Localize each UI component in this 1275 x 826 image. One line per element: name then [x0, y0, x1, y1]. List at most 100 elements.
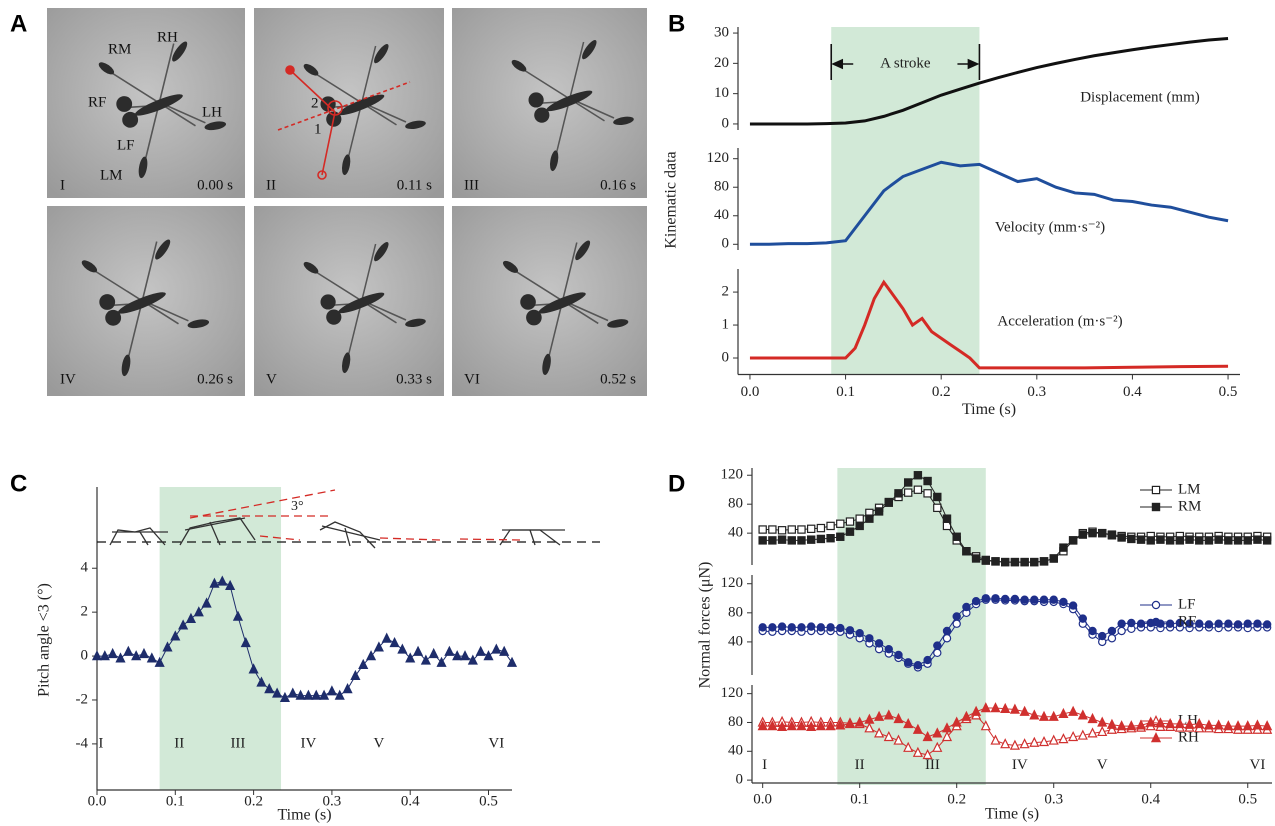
x-axis-label: Time (s) — [277, 807, 331, 824]
pitch-sketches: 3° — [97, 489, 600, 549]
marker — [894, 650, 903, 660]
marker — [1185, 619, 1194, 628]
x-axis-label: Time (s) — [985, 806, 1039, 823]
panel-letter: A — [10, 10, 27, 37]
marker — [1127, 534, 1136, 544]
marker — [373, 641, 384, 652]
marker — [874, 727, 885, 738]
marker — [893, 712, 904, 724]
marker — [1020, 557, 1029, 567]
marker — [483, 650, 494, 661]
marker — [893, 734, 904, 745]
marker — [1203, 719, 1215, 730]
marker — [942, 634, 952, 643]
marker — [1059, 597, 1068, 607]
phase-numeral: V — [1097, 757, 1108, 773]
marker — [1214, 619, 1223, 628]
marker — [1194, 717, 1205, 729]
marker — [1001, 557, 1010, 567]
marker — [1243, 536, 1252, 545]
marker — [295, 689, 306, 700]
data-line — [749, 37, 1229, 126]
marker — [1195, 536, 1204, 545]
marker — [99, 650, 110, 661]
leg-label: RH — [157, 29, 178, 45]
x-tick-label: 0.4 — [401, 793, 420, 809]
angle-label: 1 — [314, 121, 322, 137]
y-tick-label: 0 — [81, 648, 89, 664]
marker — [768, 525, 777, 534]
marker — [836, 532, 845, 541]
marker — [933, 492, 942, 502]
photo-label: III — [464, 177, 479, 193]
marker — [787, 525, 796, 534]
marker — [1068, 730, 1079, 742]
marker — [1010, 557, 1020, 567]
marker — [452, 650, 463, 661]
marker — [279, 691, 290, 702]
y-tick-label: 1 — [722, 316, 730, 332]
x-tick-label: 0.0 — [88, 793, 107, 809]
marker — [903, 658, 913, 667]
marker — [971, 554, 981, 563]
marker — [232, 610, 244, 621]
y-axis-label: Pitch angle <3 (°) — [36, 583, 53, 697]
marker — [1030, 595, 1039, 604]
marker — [1107, 531, 1117, 540]
marker — [758, 623, 767, 632]
marker — [758, 536, 767, 545]
y-tick-label: 80 — [714, 179, 729, 195]
photo-time: 0.00 s — [197, 177, 233, 193]
y-tick-label: 20 — [714, 55, 729, 71]
legend-label: RF — [1178, 613, 1196, 629]
marker — [903, 488, 913, 497]
marker — [1204, 620, 1214, 629]
x-tick-label: 0.3 — [1027, 384, 1046, 400]
marker — [1009, 739, 1020, 750]
photo-label: IV — [60, 371, 76, 387]
marker — [1077, 729, 1088, 740]
marker — [1000, 702, 1011, 713]
leg-label: LM — [100, 167, 123, 183]
marker — [1155, 717, 1166, 728]
marker — [961, 710, 972, 721]
marker — [138, 647, 150, 659]
series-label: Acceleration (m·s⁻²) — [997, 313, 1122, 329]
marker — [942, 626, 952, 636]
marker — [787, 623, 796, 632]
phase-numeral: II — [855, 757, 865, 773]
marker — [1262, 536, 1272, 545]
highlight-span — [831, 27, 980, 375]
marker — [1224, 619, 1233, 628]
marker — [1135, 719, 1147, 730]
marker — [1058, 733, 1069, 744]
x-tick-label: 0.3 — [323, 793, 342, 809]
marker — [1146, 536, 1155, 545]
angle-overlay — [277, 65, 411, 180]
y-tick-label: 0 — [736, 772, 744, 788]
marker — [272, 687, 283, 698]
legend-label: RM — [1178, 498, 1201, 514]
marker — [1009, 703, 1020, 714]
marker — [932, 741, 943, 752]
marker — [1097, 725, 1108, 737]
marker — [923, 489, 932, 498]
marker — [467, 654, 478, 665]
phase-numeral: III — [925, 757, 940, 773]
marker — [1038, 735, 1050, 747]
marker — [933, 503, 942, 513]
marker — [319, 689, 330, 700]
marker — [952, 532, 961, 541]
marker — [287, 687, 298, 698]
marker — [884, 644, 893, 654]
y-tick-label: -2 — [76, 691, 89, 707]
marker — [855, 514, 864, 523]
marker — [1077, 709, 1088, 720]
y-axis-label: Normal forces (μN) — [697, 562, 714, 689]
marker — [962, 547, 971, 556]
chart: 0 1 2 0.0 0.1 0.2 0.3 0.4 0.5 Time (s) Acceleratio… — [722, 269, 1240, 418]
marker — [1224, 536, 1233, 545]
marker — [787, 536, 796, 545]
photo-label: II — [266, 177, 276, 193]
